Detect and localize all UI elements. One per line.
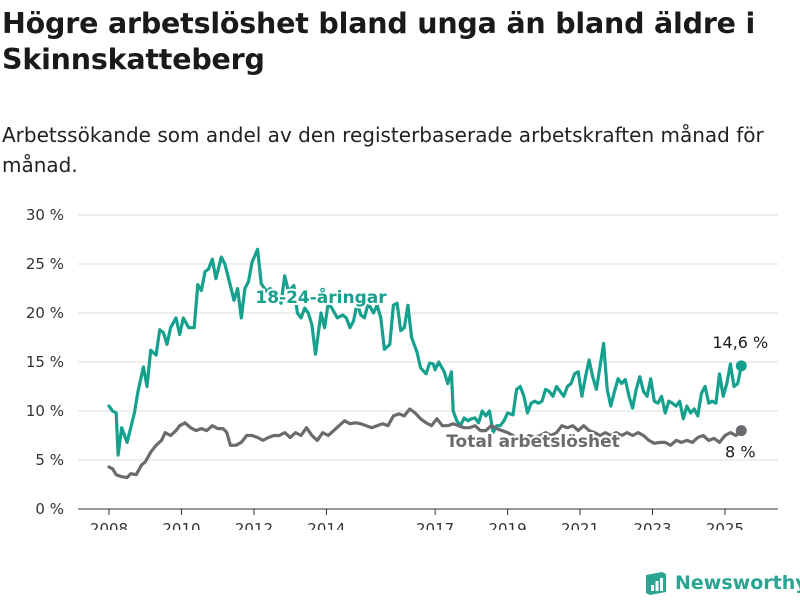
total-end-dot xyxy=(735,425,747,437)
y-tick-label: 20 % xyxy=(26,304,64,322)
total-end-label: 8 % xyxy=(725,443,755,462)
line-chart: 0 % 5 % 10 % 15 % 20 % 25 % 30 % 2008 2010 2012 20… xyxy=(26,206,778,530)
newsworthy-logo-icon xyxy=(646,572,666,595)
chart-title: Högre arbetslöshet bland unga än bland ä… xyxy=(2,7,756,76)
youth-series-line xyxy=(107,247,743,457)
y-tick-label: 10 % xyxy=(26,402,64,420)
y-tick-label: 5 % xyxy=(35,451,64,469)
y-tick-label: 30 % xyxy=(26,206,64,224)
y-tick-label: 15 % xyxy=(26,353,64,371)
youth-end-dot xyxy=(735,360,747,372)
total-series-label: Total arbetslöshet xyxy=(446,432,620,452)
total-series-line xyxy=(107,407,743,480)
x-tick-label: 2019 xyxy=(488,520,526,530)
y-tick-label: 0 % xyxy=(35,500,64,518)
youth-end-label: 14,6 % xyxy=(712,333,768,352)
brand-name: Newsworthy xyxy=(675,572,800,594)
x-tick-label: 2023 xyxy=(633,520,671,530)
brand-logo: Newsworthy xyxy=(644,570,800,596)
x-tick-label: 2012 xyxy=(235,520,273,530)
x-tick-label: 2021 xyxy=(561,520,599,530)
x-tick-label: 2008 xyxy=(90,520,128,530)
x-tick-label: 2014 xyxy=(307,520,345,530)
x-tick-label: 2025 xyxy=(706,520,744,530)
y-tick-label: 25 % xyxy=(26,255,64,273)
youth-series-label: 18-24-åringar xyxy=(255,286,387,308)
x-tick-label: 2017 xyxy=(416,520,454,530)
x-tick-label: 2010 xyxy=(162,520,200,530)
chart-subtitle: Arbetssökande som andel av den registerb… xyxy=(2,123,764,177)
